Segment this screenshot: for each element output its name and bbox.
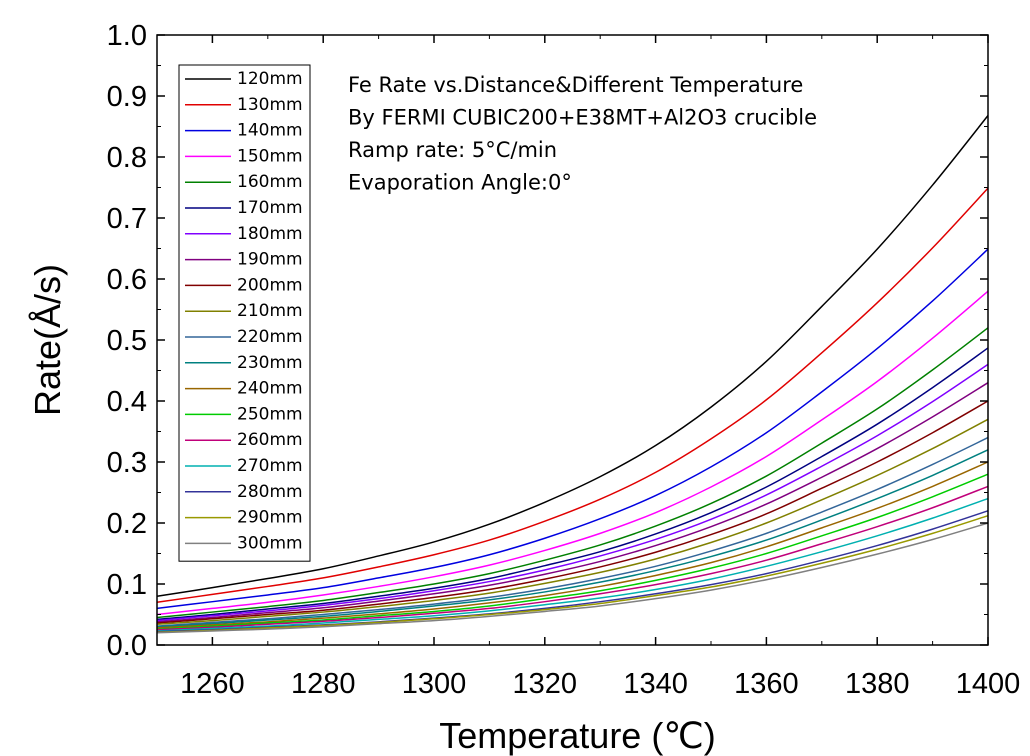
x-tick-label: 1400 [956, 668, 1021, 700]
y-axis-title: Rate(Å/s) [27, 264, 68, 416]
legend-label-150mm: 150mm [237, 146, 303, 166]
y-tick-label: 0.1 [107, 569, 147, 601]
legend: 120mm 130mm 140mm 150mm 160mm 170mm 180mm 190mm… [178, 64, 311, 562]
series-line-220mm [156, 436, 989, 627]
series-line-200mm [156, 400, 989, 624]
x-tick-label: 1260 [180, 668, 245, 700]
legend-label-240mm: 240mm [237, 379, 303, 399]
series-line-190mm [156, 382, 989, 623]
annotation-block: Fe Rate vs.Distance&Different Temperatur… [348, 73, 817, 195]
legend-label-250mm: 250mm [237, 404, 303, 424]
plot-frame [156, 34, 989, 646]
series-line-130mm [156, 187, 989, 604]
series-line-290mm [156, 514, 989, 633]
legend-label-170mm: 170mm [237, 198, 303, 218]
series-line-300mm [156, 522, 989, 634]
legend-label-130mm: 130mm [237, 95, 303, 115]
legend-label-120mm: 120mm [237, 69, 303, 89]
y-tick-label: 0.3 [107, 447, 147, 479]
annotation-line: By FERMI CUBIC200+E38MT+Al2O3 crucible [348, 106, 817, 130]
legend-label-290mm: 290mm [237, 508, 303, 528]
x-tick-label: 1340 [623, 668, 688, 700]
series-line-180mm [156, 363, 989, 622]
legend-box [178, 64, 311, 562]
legend-label-190mm: 190mm [237, 250, 303, 270]
y-tick-label: 1.0 [107, 20, 147, 52]
y-tick-label: 0.8 [107, 142, 147, 174]
x-tick-label: 1380 [845, 668, 910, 700]
y-tick-label: 0.7 [107, 203, 147, 235]
x-tick-label: 1300 [402, 668, 467, 700]
legend-label-200mm: 200mm [237, 275, 303, 295]
annotation-line: Fe Rate vs.Distance&Different Temperatur… [348, 73, 803, 97]
series-layer [156, 115, 989, 634]
series-line-170mm [156, 347, 989, 621]
legend-label-300mm: 300mm [237, 533, 303, 553]
series-line-150mm [156, 290, 989, 616]
legend-label-140mm: 140mm [237, 121, 303, 141]
x-tick-label: 1280 [291, 668, 356, 700]
series-line-140mm [156, 248, 989, 610]
series-line-260mm [156, 485, 989, 631]
legend-label-180mm: 180mm [237, 224, 303, 244]
series-line-210mm [156, 418, 989, 626]
legend-label-210mm: 210mm [237, 301, 303, 321]
x-tick-label: 1320 [513, 668, 578, 700]
series-line-270mm [156, 497, 989, 632]
y-tick-label: 0.2 [107, 508, 147, 540]
y-tick-label: 0.0 [107, 630, 147, 662]
legend-label-160mm: 160mm [237, 172, 303, 192]
legend-label-280mm: 280mm [237, 482, 303, 502]
legend-label-260mm: 260mm [237, 430, 303, 450]
y-tick-label: 0.9 [107, 81, 147, 113]
series-line-240mm [156, 461, 989, 629]
x-tick-label: 1360 [734, 668, 799, 700]
annotation-line: Evaporation Angle:0° [348, 171, 572, 195]
legend-label-230mm: 230mm [237, 353, 303, 373]
series-line-120mm [156, 115, 989, 597]
x-axis-title: Temperature (℃) [439, 715, 716, 756]
legend-label-220mm: 220mm [237, 327, 303, 347]
y-tick-label: 0.4 [107, 386, 147, 418]
y-tick-label: 0.5 [107, 325, 147, 357]
series-line-250mm [156, 473, 989, 630]
y-tick-label: 0.6 [107, 264, 147, 296]
annotation-line: Ramp rate: 5°C/min [348, 138, 557, 162]
legend-label-270mm: 270mm [237, 456, 303, 476]
series-line-230mm [156, 449, 989, 628]
series-line-160mm [156, 327, 989, 619]
